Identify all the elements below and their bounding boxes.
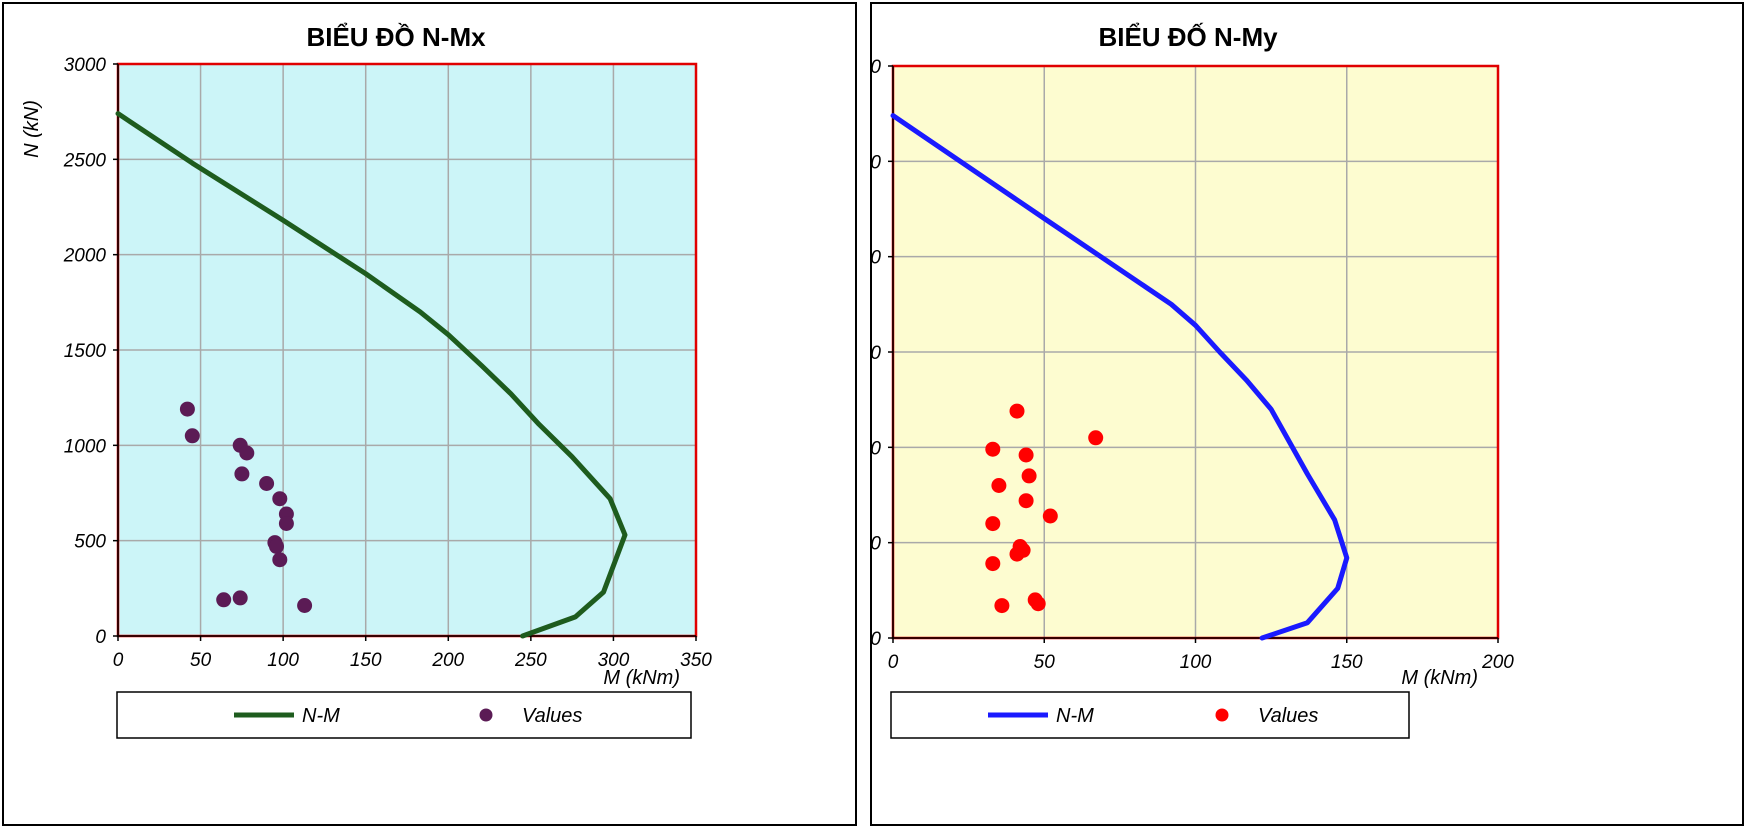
data-point (278, 516, 294, 531)
data-point (259, 476, 275, 491)
data-point (1018, 493, 1034, 509)
x-tick-label: 250 (514, 650, 547, 671)
series-line-n-m (890, 113, 1350, 641)
legend-point-swatch (1215, 708, 1229, 722)
data-point (232, 590, 248, 606)
chart-n-my-svg: BIỂU ĐỐ N-My0501001502000500100015002000… (872, 22, 1514, 739)
chart-n-my: BIỂU ĐỐ N-My0501001502000500100015002000… (870, 2, 1744, 826)
y-axis-label: N (kN) (21, 100, 43, 158)
data-point (234, 466, 250, 482)
y-tick-label: 500 (74, 532, 106, 553)
data-point (297, 598, 313, 613)
legend-label-values: Values (522, 705, 582, 727)
x-tick-label: 150 (350, 650, 382, 671)
data-point (1088, 430, 1104, 446)
legend-label-n-m: N-M (302, 705, 340, 727)
data-point (1021, 468, 1037, 484)
x-tick-label: 350 (680, 650, 712, 671)
data-point (985, 556, 1001, 572)
data-point (272, 552, 288, 568)
y-tick-label: 2500 (63, 150, 107, 171)
data-point (985, 441, 1001, 457)
x-tick-label: 0 (888, 652, 899, 673)
legend-point-swatch (479, 708, 493, 722)
chart-title: BIỂU ĐỐ N-My (1098, 22, 1278, 52)
y-tick-label: 2000 (63, 246, 107, 267)
legend-label-values: Values (1258, 705, 1318, 727)
x-tick-label: 200 (431, 650, 464, 671)
x-tick-label: 50 (190, 650, 212, 671)
data-point (1030, 596, 1046, 612)
legend-box (890, 691, 1410, 739)
data-point (179, 401, 195, 417)
y-tick-label: 3000 (64, 55, 107, 76)
x-tick-label: 100 (267, 650, 299, 671)
y-tick-label: 3000 (872, 57, 881, 78)
legend-label-n-m: N-M (1056, 705, 1094, 727)
x-tick-label: 150 (1331, 652, 1363, 673)
data-point (991, 478, 1007, 493)
y-tick-label: 1000 (872, 438, 881, 459)
x-tick-label: 0 (113, 650, 124, 671)
data-point (184, 428, 200, 444)
data-point (216, 592, 232, 608)
y-tick-label: 0 (872, 629, 881, 650)
chart-n-mx: BIỂU ĐỒ N-Mx 0 50 100 150 200 250 300 350 0 500 100… (2, 2, 857, 826)
data-point (1009, 403, 1025, 419)
chart-title: BIỂU ĐỒ N-Mx (306, 22, 486, 52)
y-tick-label: 0 (95, 627, 106, 648)
data-point (1009, 546, 1025, 562)
data-point (994, 598, 1010, 614)
y-tick-label: 2500 (872, 152, 881, 173)
x-tick-label: 200 (1481, 652, 1514, 673)
data-point (1042, 508, 1058, 524)
y-tick-label: 2000 (872, 248, 881, 269)
x-axis-label: M (kNm) (1401, 667, 1478, 689)
x-tick-label: 300 (598, 650, 630, 671)
y-tick-label: 1000 (64, 436, 107, 457)
series-line-n-m (115, 111, 628, 639)
data-point (269, 538, 284, 554)
y-tick-label: 1500 (64, 341, 107, 362)
data-point (272, 491, 288, 507)
data-point (985, 516, 1001, 532)
chart-n-mx-svg: BIỂU ĐỒ N-Mx 0 50 100 150 200 250 300 350 0 500 100… (21, 22, 712, 739)
x-axis-label: M (kNm) (603, 667, 680, 689)
y-tick-label: 500 (872, 534, 881, 555)
y-tick-label: 1500 (872, 343, 881, 364)
legend-box (116, 691, 692, 739)
data-point (239, 445, 255, 461)
x-tick-label: 50 (1034, 652, 1056, 673)
x-tick-label: 100 (1180, 652, 1212, 673)
data-point (1018, 447, 1034, 463)
